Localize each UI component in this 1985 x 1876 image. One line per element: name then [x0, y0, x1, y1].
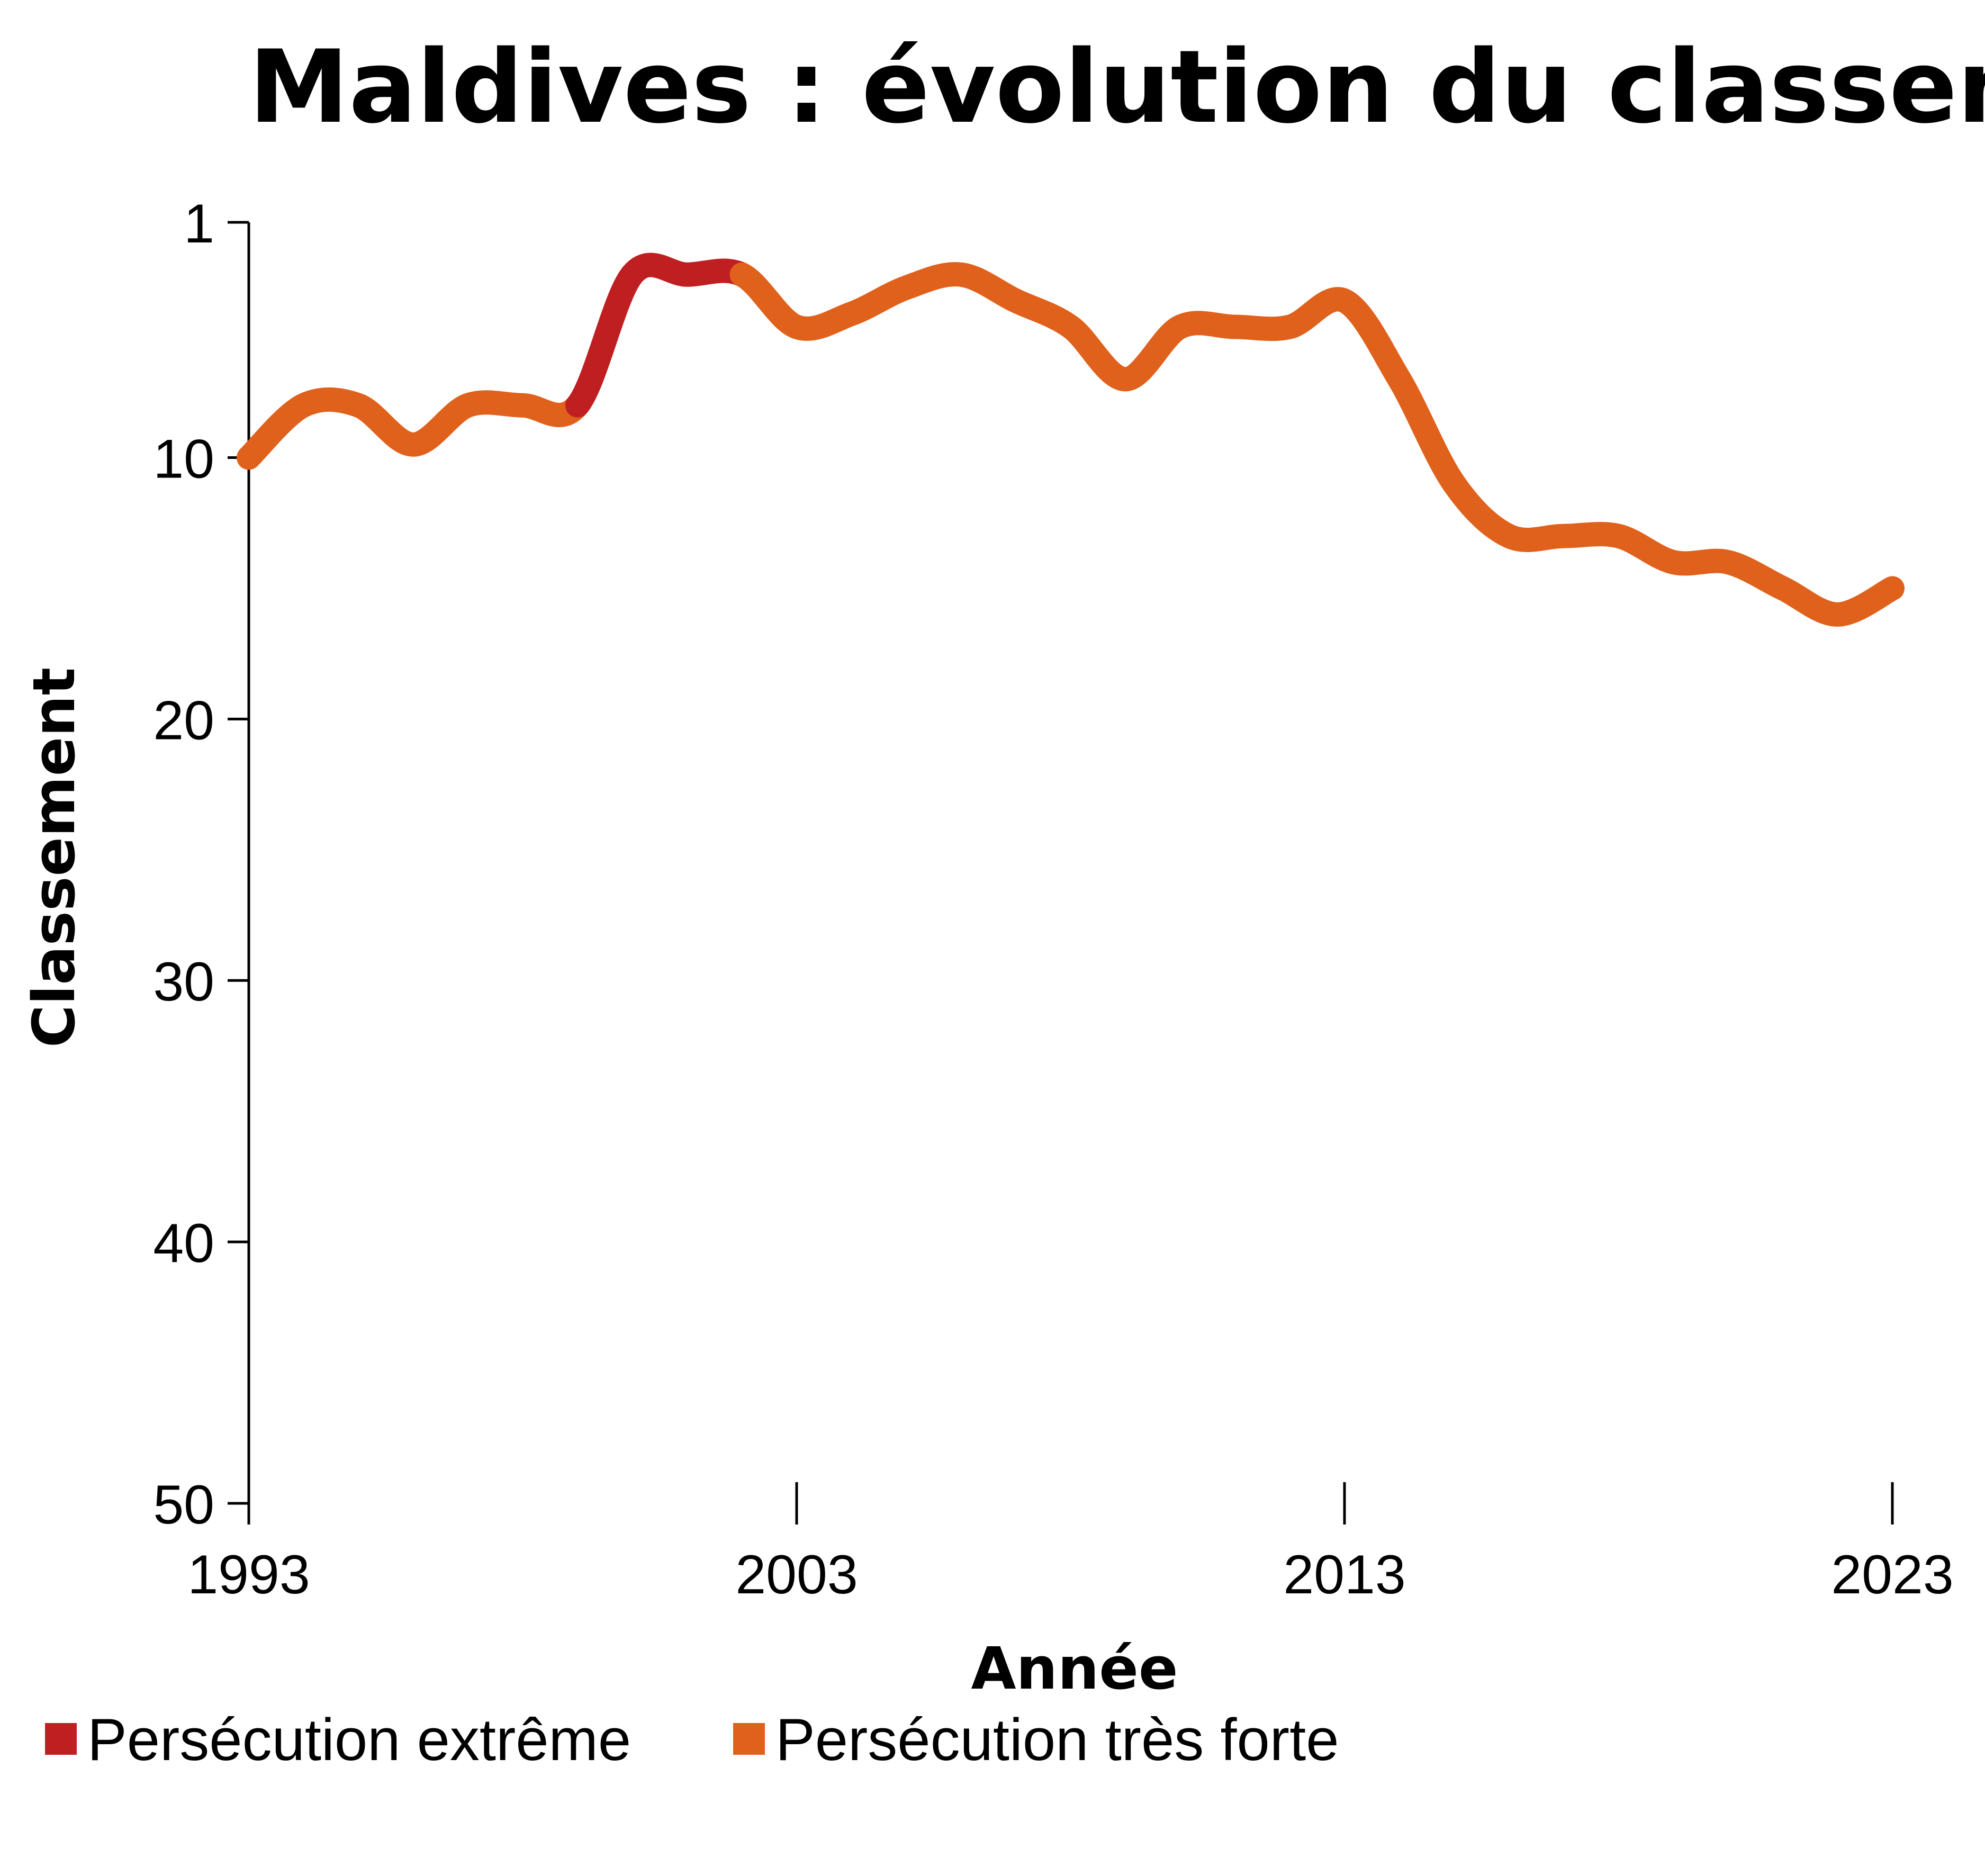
y-tick-label: 10 [153, 428, 214, 490]
data-point [630, 273, 635, 277]
data-point [685, 273, 689, 277]
data-point [411, 443, 416, 447]
data-point [521, 403, 525, 408]
data-point [1123, 377, 1127, 381]
y-tick-label: 1 [184, 193, 214, 255]
data-point [1890, 586, 1894, 590]
y-tick-label: 30 [153, 951, 214, 1013]
x-axis-ticks: 1993 2003 2013 2023 [187, 1482, 1954, 1606]
data-point [1507, 534, 1511, 538]
data-point [1014, 299, 1018, 303]
y-tick-label: 40 [153, 1213, 214, 1274]
y-axis-title: Classement [20, 668, 88, 1048]
data-point [302, 403, 306, 408]
data-point [795, 325, 799, 329]
data-point [1397, 377, 1402, 381]
data-point [247, 455, 251, 459]
line-segment-extreme [565, 252, 754, 418]
legend-label: Persécution très forte [775, 1707, 1339, 1773]
data-point [1342, 299, 1347, 303]
chart-title: Maldives : évolution du classement [249, 29, 1985, 146]
y-tick-label: 20 [153, 690, 214, 751]
data-point [740, 273, 744, 277]
line-segment-very-strong [237, 387, 590, 470]
x-tick-label: 2003 [735, 1544, 858, 1606]
x-axis-title: Année [971, 1635, 1178, 1702]
data-point [904, 285, 908, 290]
y-axis-ticks: 1 10 20 30 40 50 [153, 193, 249, 1536]
data-point [1781, 586, 1785, 590]
legend-swatch-extreme [45, 1723, 77, 1755]
data-point [356, 403, 360, 408]
data-point [1562, 534, 1566, 538]
x-tick-label: 2013 [1283, 1544, 1405, 1606]
x-tick-label: 1993 [187, 1544, 310, 1606]
data-point [1836, 612, 1840, 617]
legend: Persécution extrême Persécution très fort… [45, 1707, 1339, 1773]
data-point [1452, 482, 1456, 486]
y-tick-label: 50 [153, 1474, 214, 1536]
data-point [1671, 560, 1675, 564]
data-point [1288, 325, 1292, 329]
data-point [1178, 325, 1183, 329]
data-point [1726, 560, 1730, 564]
line-segment-very-strong [729, 262, 1905, 627]
legend-label: Persécution extrême [87, 1707, 631, 1773]
data-point [466, 403, 470, 408]
data-point [1617, 534, 1621, 538]
data-point [575, 403, 580, 408]
series-ranking [237, 252, 1905, 627]
data-point [1233, 325, 1237, 329]
data-point [1069, 325, 1073, 329]
x-tick-label: 2023 [1831, 1544, 1953, 1606]
legend-swatch-very-strong [733, 1723, 765, 1755]
data-point [850, 312, 854, 316]
data-point [959, 273, 963, 277]
